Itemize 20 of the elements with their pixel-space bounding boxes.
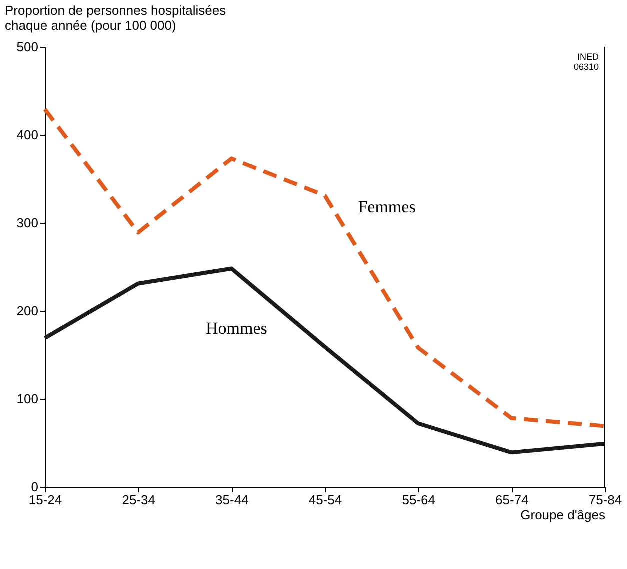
- x-tick-label: 45-54: [308, 492, 342, 508]
- x-tick-label: 15-24: [28, 492, 62, 508]
- y-tick-label: 200: [16, 304, 38, 318]
- y-tick-label: 400: [16, 128, 38, 142]
- series-label: Hommes: [206, 318, 268, 338]
- x-tick-label: 55-64: [402, 492, 436, 508]
- x-tick-label: 75-84: [588, 492, 622, 508]
- annotation: INED 06310: [574, 52, 600, 72]
- line-series: [43, 266, 607, 455]
- x-tick-label: 65-74: [496, 492, 529, 508]
- y-tick-label: 500: [16, 40, 38, 54]
- y-tick-label: 0: [31, 480, 38, 494]
- series-label: Femmes: [358, 198, 416, 217]
- y-tick-label: 100: [16, 392, 38, 406]
- y-tick-label: 300: [16, 216, 38, 230]
- x-axis-title: Groupe d'âges: [520, 508, 606, 522]
- x-tick-label: 25-34: [122, 492, 156, 508]
- y-axis-title: Proportion de personnes hospitalisées chaque année (pour 100 000): [5, 3, 227, 33]
- line-series: [43, 107, 607, 428]
- x-tick-label: 35-44: [216, 492, 249, 508]
